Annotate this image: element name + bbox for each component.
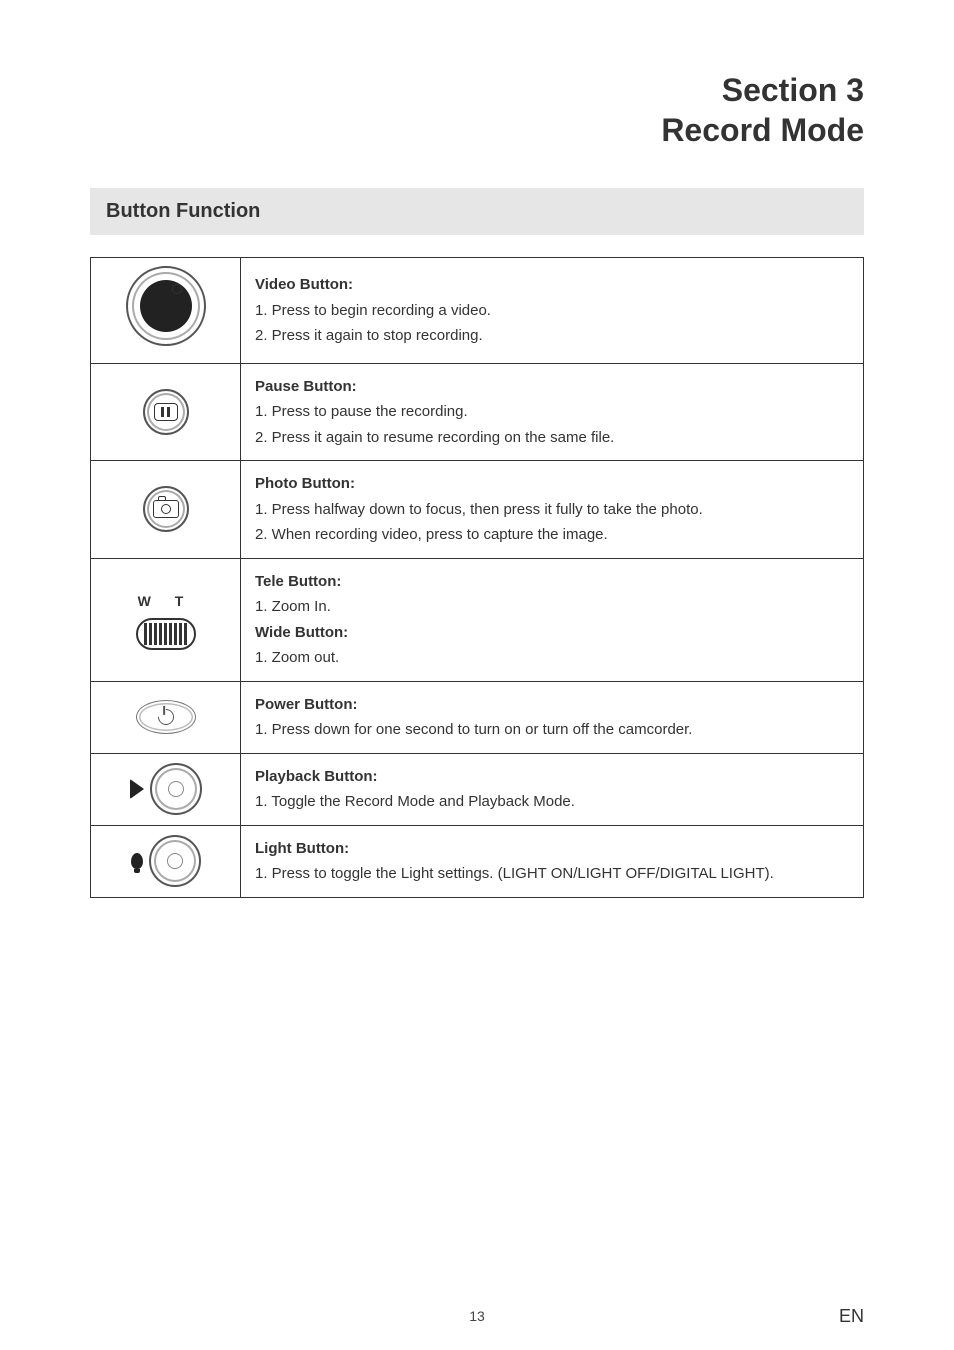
button-description-item: 2. Press it again to resume recording on… [255, 425, 849, 451]
button-description-item: 1. Toggle the Record Mode and Playback M… [255, 789, 849, 815]
page-number: 13 [469, 1308, 485, 1324]
title-line-1: Section 3 [90, 70, 864, 110]
title-line-2: Record Mode [90, 110, 864, 150]
button-description-item: 1. Press to toggle the Light settings. (… [255, 861, 849, 887]
button-description-item: 1. Press halfway down to focus, then pre… [255, 497, 849, 523]
photo-button-icon [143, 486, 189, 532]
button-function-table: Video Button: 1. Press to begin recording… [90, 257, 864, 898]
playback-button-icon [130, 763, 202, 815]
button-heading: Photo Button: [255, 475, 355, 492]
page-title: Section 3 Record Mode [90, 70, 864, 150]
pause-button-icon [143, 389, 189, 435]
button-description-item: 1. Zoom In. [255, 594, 849, 620]
button-description-item: 1. Press to begin recording a video. [255, 298, 849, 324]
button-icon-cell [91, 461, 241, 559]
button-heading: Tele Button: [255, 573, 341, 590]
table-row: Power Button: 1. Press down for one secon… [91, 681, 864, 753]
button-heading: Wide Button: [255, 624, 348, 641]
table-row: W T Tele Button: 1. Zoom In. Wide Button: 1.… [91, 558, 864, 681]
button-heading: Pause Button: [255, 378, 357, 395]
light-button-icon [131, 835, 201, 887]
button-description-cell: Photo Button: 1. Press halfway down to fo… [241, 461, 864, 559]
button-description-cell: Pause Button: 1. Press to pause the recor… [241, 363, 864, 461]
button-icon-cell [91, 681, 241, 753]
button-description-cell: Tele Button: 1. Zoom In. Wide Button: 1. Zo… [241, 558, 864, 681]
table-row: Photo Button: 1. Press halfway down to fo… [91, 461, 864, 559]
table-row: Light Button: 1. Press to toggle the Ligh… [91, 825, 864, 897]
page-language: EN [839, 1306, 864, 1327]
button-heading: Video Button: [255, 276, 353, 293]
zoom-rocker-icon: W T [136, 590, 196, 650]
button-description-item: 2. When recording video, press to captur… [255, 522, 849, 548]
button-description-item: 2. Press it again to stop recording. [255, 323, 849, 349]
button-description-cell: Light Button: 1. Press to toggle the Ligh… [241, 825, 864, 897]
button-heading: Light Button: [255, 840, 349, 857]
button-icon-cell [91, 825, 241, 897]
button-description-item: 1. Zoom out. [255, 645, 849, 671]
button-heading: Playback Button: [255, 768, 378, 785]
button-description-cell: Video Button: 1. Press to begin recording… [241, 258, 864, 364]
button-description-item: 1. Press down for one second to turn on … [255, 717, 849, 743]
button-icon-cell: W T [91, 558, 241, 681]
button-heading: Power Button: [255, 696, 358, 713]
button-description-cell: Power Button: 1. Press down for one secon… [241, 681, 864, 753]
button-icon-cell [91, 258, 241, 364]
section-header: Button Function [90, 188, 864, 235]
button-description-cell: Playback Button: 1. Toggle the Record Mod… [241, 753, 864, 825]
button-icon-cell [91, 753, 241, 825]
table-row: Pause Button: 1. Press to pause the recor… [91, 363, 864, 461]
power-button-icon [136, 700, 196, 734]
page-footer: 13 EN [0, 1308, 954, 1324]
button-icon-cell [91, 363, 241, 461]
table-row: Playback Button: 1. Toggle the Record Mod… [91, 753, 864, 825]
video-button-icon [126, 266, 206, 346]
button-description-item: 1. Press to pause the recording. [255, 399, 849, 425]
table-row: Video Button: 1. Press to begin recording… [91, 258, 864, 364]
